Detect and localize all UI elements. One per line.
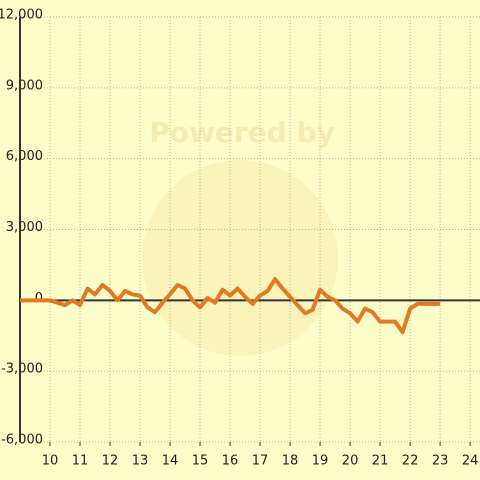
data-line <box>20 277 441 335</box>
x-tick-label: 23 <box>432 454 449 469</box>
watermark: Powered by <box>149 116 335 149</box>
x-tick-label: 14 <box>162 454 179 469</box>
x-tick-label: 13 <box>132 454 149 469</box>
x-tick-label: 22 <box>402 454 419 469</box>
x-tick-label: 24 <box>462 454 479 469</box>
x-tick-label: 18 <box>282 454 299 469</box>
x-tick-label: 21 <box>372 454 389 469</box>
y-tick-label: 9,000 <box>6 78 43 93</box>
x-tick-label: 12 <box>102 454 119 469</box>
y-tick-label: 12,000 <box>0 8 43 23</box>
x-tick-label: 15 <box>192 454 209 469</box>
y-tick-label: -6,000 <box>1 433 43 448</box>
y-tick-label: 3,000 <box>6 220 43 235</box>
x-tick-label: 17 <box>252 454 269 469</box>
x-tick-label: 19 <box>312 454 329 469</box>
x-tick-label: 20 <box>342 454 359 469</box>
x-tick-label: 11 <box>72 454 89 469</box>
x-tick-label: 10 <box>42 454 59 469</box>
y-tick-label: 6,000 <box>6 149 43 164</box>
y-tick-label: -3,000 <box>1 362 43 377</box>
x-tick-label: 16 <box>222 454 239 469</box>
watermark-logo <box>142 160 338 356</box>
